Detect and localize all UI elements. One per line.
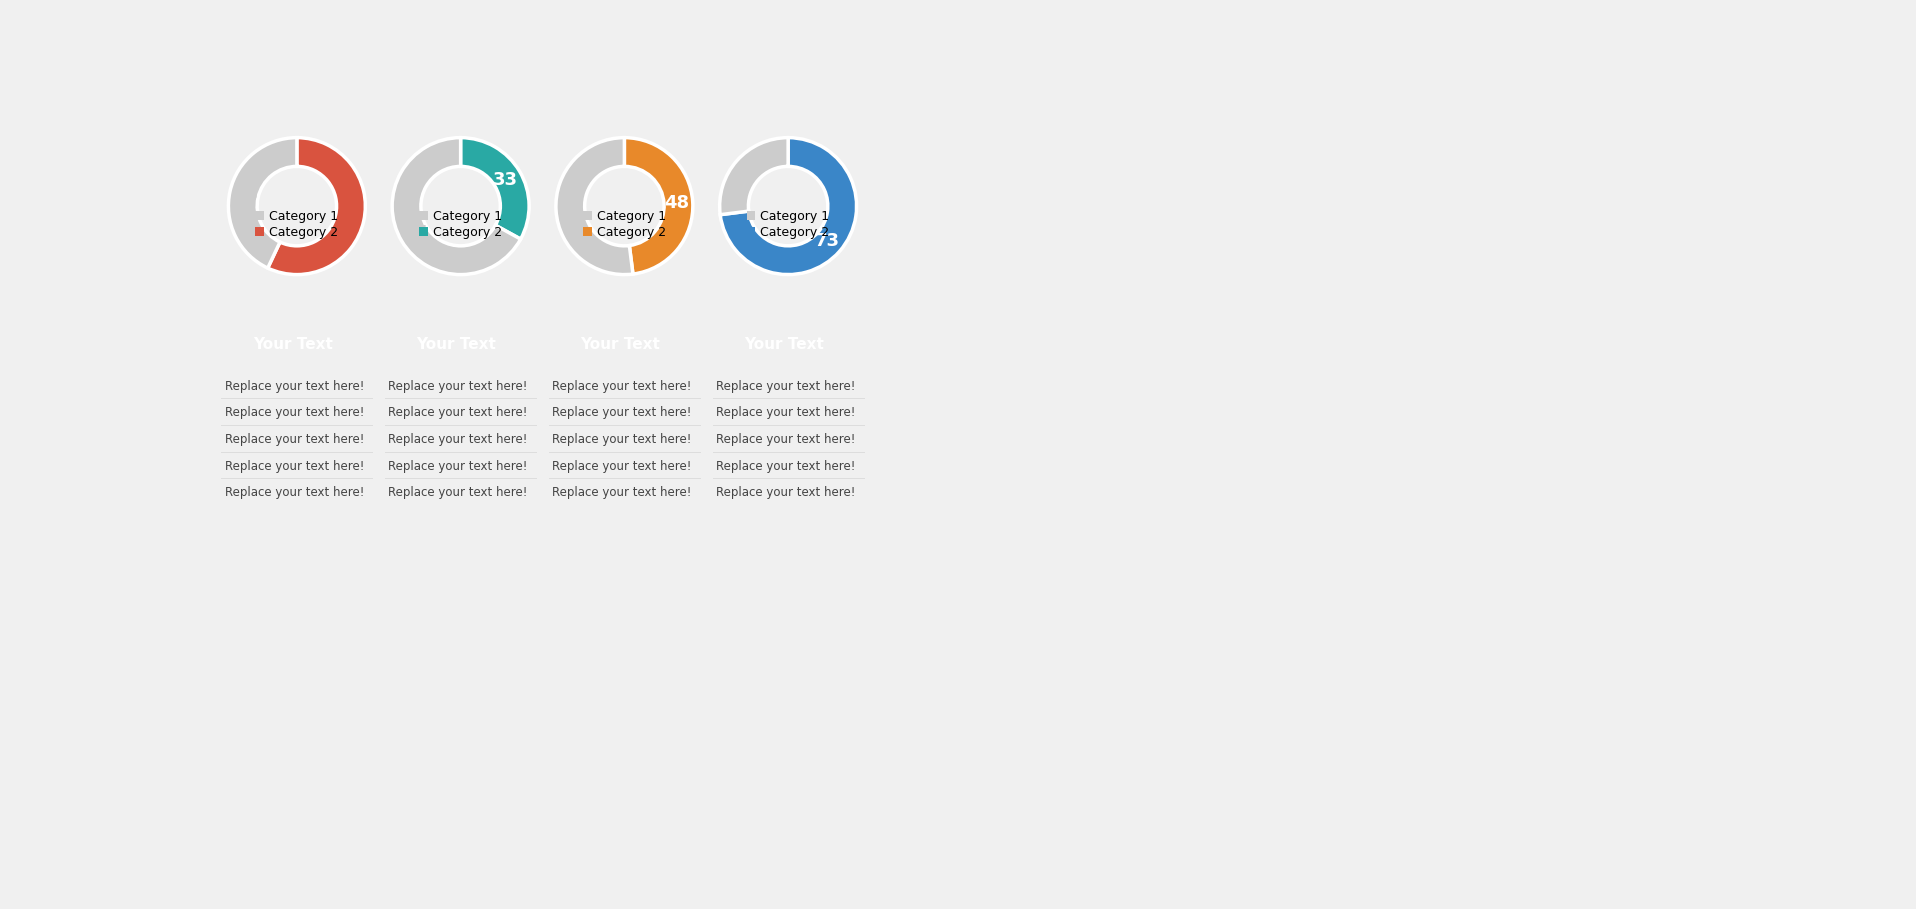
Text: 67: 67: [404, 224, 429, 242]
Text: Your Text: Your Text: [416, 337, 496, 352]
Text: Replace your text here!: Replace your text here!: [389, 486, 527, 499]
Legend: Category 1, Category 2: Category 1, Category 2: [255, 210, 339, 239]
Text: Replace your text here!: Replace your text here!: [389, 433, 527, 446]
Text: 33: 33: [492, 171, 517, 189]
Wedge shape: [625, 137, 694, 274]
Text: 43: 43: [234, 185, 259, 204]
Text: Replace your text here!: Replace your text here!: [717, 460, 855, 473]
Text: 48: 48: [663, 194, 690, 212]
Wedge shape: [720, 137, 787, 215]
Text: Replace your text here!: Replace your text here!: [717, 406, 855, 419]
Wedge shape: [720, 137, 856, 275]
Text: 27: 27: [736, 163, 761, 181]
Text: 73: 73: [814, 232, 839, 250]
Text: Replace your text here!: Replace your text here!: [224, 486, 364, 499]
Text: Replace your text here!: Replace your text here!: [552, 380, 692, 393]
Text: Replace your text here!: Replace your text here!: [717, 433, 855, 446]
Wedge shape: [460, 137, 529, 239]
Text: Replace your text here!: Replace your text here!: [717, 486, 855, 499]
Text: Replace your text here!: Replace your text here!: [389, 460, 527, 473]
Text: Your Text: Your Text: [253, 337, 333, 352]
Wedge shape: [268, 137, 366, 275]
Wedge shape: [393, 137, 521, 275]
Legend: Category 1, Category 2: Category 1, Category 2: [420, 210, 502, 239]
Legend: Category 1, Category 2: Category 1, Category 2: [582, 210, 667, 239]
Wedge shape: [228, 137, 297, 268]
Text: Replace your text here!: Replace your text here!: [224, 380, 364, 393]
Text: Replace your text here!: Replace your text here!: [224, 433, 364, 446]
Text: Replace your text here!: Replace your text here!: [717, 380, 855, 393]
Text: 52: 52: [559, 200, 584, 218]
Text: Replace your text here!: Replace your text here!: [389, 380, 527, 393]
Text: Replace your text here!: Replace your text here!: [224, 460, 364, 473]
Wedge shape: [556, 137, 632, 275]
Text: Your Text: Your Text: [581, 337, 661, 352]
Text: Replace your text here!: Replace your text here!: [389, 406, 527, 419]
Text: Replace your text here!: Replace your text here!: [552, 486, 692, 499]
Text: Replace your text here!: Replace your text here!: [224, 406, 364, 419]
Text: Replace your text here!: Replace your text here!: [552, 460, 692, 473]
Text: Your Text: Your Text: [743, 337, 824, 352]
Text: Replace your text here!: Replace your text here!: [552, 406, 692, 419]
Text: Replace your text here!: Replace your text here!: [552, 433, 692, 446]
Legend: Category 1, Category 2: Category 1, Category 2: [747, 210, 830, 239]
